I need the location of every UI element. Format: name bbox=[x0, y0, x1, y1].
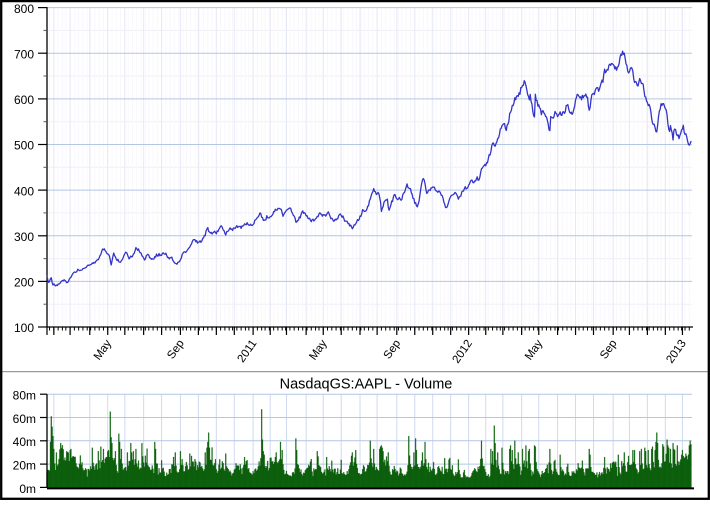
svg-text:80m: 80m bbox=[13, 389, 36, 403]
svg-text:NasdaqGS:AAPL - Volume: NasdaqGS:AAPL - Volume bbox=[280, 377, 453, 393]
svg-text:700: 700 bbox=[14, 47, 34, 61]
svg-text:60m: 60m bbox=[13, 412, 36, 426]
svg-text:20m: 20m bbox=[13, 459, 36, 473]
svg-text:0m: 0m bbox=[19, 482, 36, 496]
svg-text:500: 500 bbox=[14, 139, 34, 153]
svg-text:800: 800 bbox=[14, 2, 34, 16]
svg-text:100: 100 bbox=[14, 321, 34, 335]
svg-text:600: 600 bbox=[14, 93, 34, 107]
svg-text:40m: 40m bbox=[13, 435, 36, 449]
svg-text:200: 200 bbox=[14, 276, 34, 290]
svg-text:300: 300 bbox=[14, 230, 34, 244]
svg-text:400: 400 bbox=[14, 184, 34, 198]
